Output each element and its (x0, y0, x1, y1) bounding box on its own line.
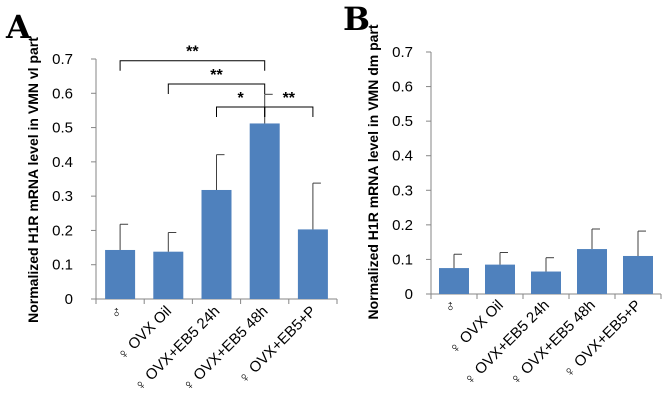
y-tick-label: 0.5 (52, 120, 73, 137)
chart-b: 00.10.20.30.40.50.60.7♂♀ OVX Oil♀ OVX+EB… (365, 24, 662, 389)
y-tick-label: 0.6 (52, 85, 73, 102)
bar (297, 229, 328, 299)
significance-label: * (237, 90, 244, 107)
bar (485, 264, 515, 294)
significance-bracket (264, 106, 314, 117)
y-tick-label: 0.5 (392, 113, 413, 130)
y-tick-label: 0.4 (392, 148, 413, 165)
significance-bracket (167, 83, 266, 95)
y-tick-label: 0 (65, 291, 73, 308)
bar (577, 249, 607, 294)
y-tick-label: 0.7 (52, 51, 73, 68)
y-tick-label: 0.1 (52, 257, 73, 274)
bar (249, 123, 280, 299)
y-tick-label: 0.7 (392, 44, 413, 61)
significance-label: ** (186, 44, 199, 61)
significance-bracket (119, 60, 266, 71)
bar (201, 189, 232, 299)
panel-label-b: B (343, 0, 370, 38)
y-axis-title: Normalized H1R mRNA level in VMN dm part (365, 24, 381, 319)
significance-label: ** (283, 90, 296, 107)
panel-label-a: A (5, 8, 32, 46)
category-label: ♀ OVX+EB5 48h (507, 297, 599, 389)
bar (105, 249, 136, 299)
category-label: ♂ (107, 303, 127, 323)
y-tick-label: 0.3 (392, 182, 413, 199)
y-tick-label: 0 (405, 286, 413, 303)
chart-a: 00.10.20.30.40.50.60.7♂♀ OVX Oil♀ OVX+EB… (25, 37, 338, 395)
bar (153, 251, 184, 299)
y-tick-label: 0.2 (392, 217, 413, 234)
category-label: ♀ OVX+EB5 48h (179, 303, 271, 395)
y-tick-label: 0.1 (392, 251, 413, 268)
bar (531, 271, 561, 294)
y-axis-title: Normalized H1R mRNA level in VMN vl part (25, 37, 41, 323)
significance-bracket (216, 106, 266, 117)
category-label: ♀ OVX+EB5 24h (131, 303, 223, 395)
y-tick-label: 0.6 (392, 79, 413, 96)
significance-label: ** (210, 67, 223, 84)
bar (439, 268, 469, 294)
y-tick-label: 0.2 (52, 222, 73, 239)
y-tick-label: 0.3 (52, 188, 73, 205)
category-label: ♀ OVX+EB5 24h (461, 297, 553, 389)
y-tick-label: 0.4 (52, 154, 73, 171)
bar (623, 255, 653, 294)
category-label: ♂ (441, 297, 461, 317)
